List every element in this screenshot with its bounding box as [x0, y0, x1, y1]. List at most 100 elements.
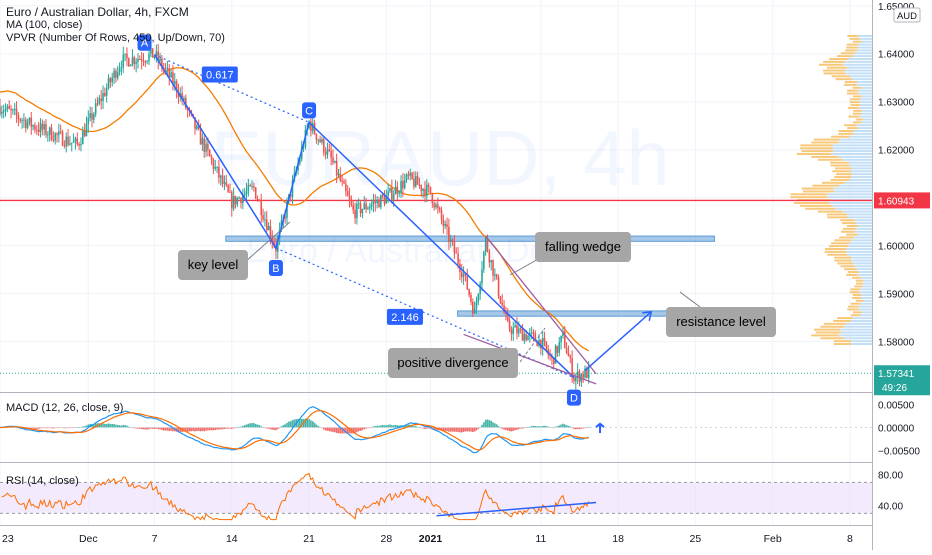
vpvr-up-bar: [852, 55, 872, 58]
macd-histogram-bar: [387, 424, 389, 428]
candle-body: [76, 138, 79, 144]
candle-body: [449, 239, 452, 242]
vpvr-up-bar: [834, 190, 872, 193]
vpvr-legend[interactable]: VPVR (Number Of Rows, 450, Up/Down, 70): [6, 32, 225, 44]
candle-body: [12, 109, 14, 111]
macd-histogram-bar: [41, 427, 44, 429]
vpvr-up-bar: [857, 273, 872, 276]
candle-body: [575, 376, 577, 382]
candle-body: [34, 125, 36, 130]
candle-body: [26, 122, 29, 128]
candle-body: [488, 250, 491, 263]
vpvr-down-bar: [847, 34, 859, 37]
macd-histogram-bar: [556, 426, 559, 428]
macd-histogram-bar: [368, 427, 371, 429]
candle-body: [460, 272, 463, 277]
candle-body: [468, 289, 470, 295]
candle-body: [151, 48, 154, 58]
candle-body: [383, 196, 386, 204]
vpvr-down-bar: [835, 173, 853, 176]
point-b-badge: B: [268, 260, 283, 277]
vpvr-down-bar: [846, 233, 858, 236]
vpvr-down-bar: [845, 49, 858, 52]
macd-histogram-bar: [505, 427, 507, 431]
positive-divergence-label: positive divergence: [388, 348, 518, 378]
candle-body: [35, 129, 38, 131]
macd-histogram-bar: [547, 426, 550, 428]
symbol-title[interactable]: Euro / Australian Dollar, 4h, FXCM: [6, 5, 189, 19]
vpvr-up-bar: [829, 201, 872, 204]
macd-histogram-bar: [541, 425, 544, 428]
vpvr-up-bar: [849, 135, 872, 138]
macd-histogram-bar: [201, 427, 204, 432]
vpvr-down-bar: [827, 253, 848, 256]
macd-histogram-bar: [567, 425, 570, 428]
vpvr-down-bar: [850, 288, 861, 291]
vpvr-down-bar: [850, 302, 861, 305]
vpvr-down-bar: [836, 55, 853, 58]
macd-histogram-bar: [534, 425, 537, 428]
macd-histogram-bar: [183, 427, 185, 432]
vpvr-down-bar: [824, 322, 846, 325]
macd-histogram-bar: [403, 425, 406, 428]
macd-histogram-bar: [308, 419, 310, 428]
candle-body: [332, 157, 334, 163]
point-c-badge-bg: [302, 102, 317, 119]
ma-legend[interactable]: MA (100, close): [6, 19, 83, 31]
candle-body: [78, 143, 80, 146]
macd-histogram-bar: [490, 420, 492, 428]
macd-histogram-bar: [275, 427, 277, 431]
macd-histogram-bar: [61, 427, 64, 429]
candle-body: [322, 139, 325, 153]
time-tick-label: 2021: [419, 533, 443, 545]
vpvr-down-bar: [796, 153, 831, 156]
candle-body: [311, 123, 314, 131]
candle-body: [385, 195, 388, 204]
vpvr-up-bar: [856, 81, 872, 84]
candle-body: [271, 237, 274, 242]
macd-histogram-bar: [254, 423, 257, 428]
vpvr-down-bar: [835, 78, 852, 81]
vpvr-down-bar: [830, 164, 850, 167]
candle-body: [396, 186, 399, 194]
candle-body: [118, 68, 121, 73]
macd-histogram-bar: [332, 427, 334, 433]
vpvr-down-bar: [844, 268, 857, 271]
macd-histogram-bar: [477, 427, 480, 429]
macd-histogram-bar: [67, 427, 69, 429]
macd-histogram-bar: [383, 425, 386, 428]
vpvr-up-bar: [849, 164, 872, 167]
macd-histogram-bar: [282, 425, 285, 428]
macd-histogram-bar: [242, 425, 244, 428]
candle-body: [405, 174, 408, 180]
candle-body: [216, 166, 218, 168]
vpvr-up-bar: [860, 314, 872, 317]
candle-body: [258, 200, 261, 202]
rsi-legend[interactable]: RSI (14, close): [6, 475, 79, 487]
fib-ratio-bd-bg: [386, 308, 423, 325]
candle-body: [129, 64, 132, 67]
resistance-price-bg: [874, 192, 930, 209]
macd-histogram-bar: [545, 426, 548, 428]
vpvr-up-bar: [855, 227, 872, 230]
macd-histogram-bar: [339, 427, 342, 434]
price-axis-bg: [873, 0, 932, 550]
candle-body: [348, 196, 351, 201]
candle-body: [24, 119, 27, 128]
macd-legend[interactable]: MACD (12, 26, close, 9): [6, 402, 124, 414]
candle-body: [368, 206, 371, 209]
macd-histogram-bar: [392, 425, 395, 428]
macd-histogram-bar: [444, 427, 446, 432]
time-tick-label: 21: [303, 533, 315, 545]
macd-histogram-bar: [378, 425, 380, 428]
macd-histogram-bar: [529, 426, 531, 428]
candle-body: [111, 77, 114, 83]
vpvr-up-bar: [858, 305, 872, 308]
price-tick-label: 1.64000: [878, 50, 915, 61]
macd-histogram-bar: [521, 427, 524, 429]
price-tick-label: 1.59000: [878, 290, 915, 301]
vpvr-down-bar: [834, 239, 852, 242]
macd-histogram-bar: [251, 423, 253, 428]
